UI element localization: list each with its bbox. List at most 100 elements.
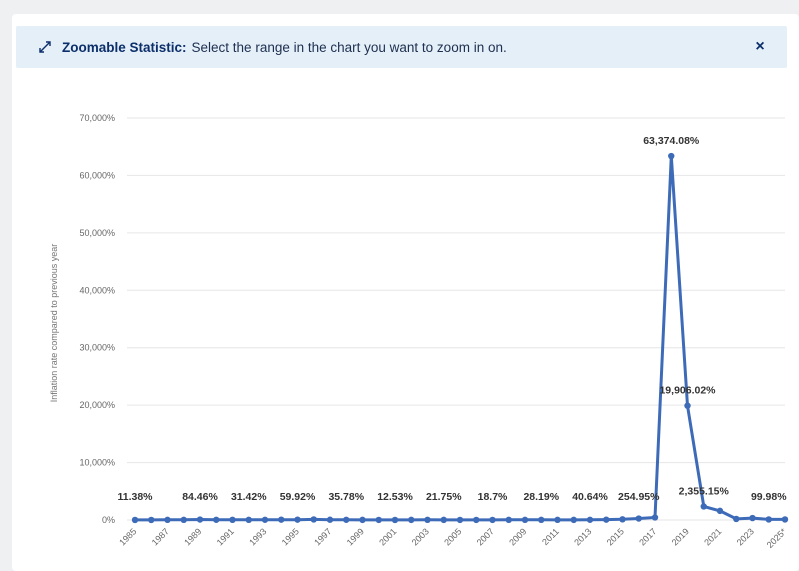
close-banner-button[interactable]: × bbox=[755, 38, 765, 55]
y-tick-label: 10,000% bbox=[79, 458, 115, 468]
data-point bbox=[245, 516, 252, 524]
data-point bbox=[148, 516, 155, 524]
x-tick-label: 2011 bbox=[540, 526, 561, 547]
data-point bbox=[391, 516, 399, 524]
x-tick-label: 2009 bbox=[507, 526, 528, 547]
chart-gridlines bbox=[127, 117, 785, 521]
data-label: 19,906.02% bbox=[659, 385, 716, 397]
data-point bbox=[375, 516, 382, 524]
data-label: 40.64% bbox=[572, 491, 608, 503]
y-tick-label: 70,000% bbox=[79, 113, 115, 123]
x-tick-label: 2005 bbox=[442, 526, 463, 547]
data-point bbox=[521, 516, 529, 524]
data-point bbox=[326, 516, 334, 523]
y-tick-label: 40,000% bbox=[79, 285, 115, 295]
x-tick-label: 2021 bbox=[702, 526, 723, 547]
data-point bbox=[781, 516, 789, 523]
x-tick-label: 1991 bbox=[215, 526, 236, 547]
zoom-banner: Zoomable Statistic: Select the range in … bbox=[16, 26, 787, 68]
zoom-arrows-icon bbox=[38, 40, 52, 54]
series-line bbox=[135, 154, 785, 522]
data-label: 2,355.15% bbox=[679, 485, 730, 497]
data-point bbox=[635, 515, 642, 522]
data-point bbox=[668, 152, 675, 160]
data-point bbox=[619, 516, 626, 523]
data-point bbox=[294, 516, 301, 523]
y-tick-label: 20,000% bbox=[79, 400, 115, 410]
series-line-group bbox=[135, 154, 785, 522]
data-point bbox=[749, 514, 756, 522]
x-tick-label: 1997 bbox=[312, 526, 333, 547]
x-tick-label: 2013 bbox=[572, 526, 593, 547]
x-tick-label: 1985 bbox=[117, 526, 138, 547]
data-label: 31.42% bbox=[231, 491, 267, 503]
x-tick-label: 1995 bbox=[280, 526, 301, 547]
data-point bbox=[261, 516, 269, 523]
data-point bbox=[538, 516, 545, 524]
data-point bbox=[440, 516, 447, 524]
data-label: 254.95% bbox=[618, 491, 660, 503]
data-point bbox=[164, 516, 171, 524]
y-tick-label: 50,000% bbox=[79, 228, 115, 238]
x-axis-ticks: 1985 1987 1989 1991 1993 1995 1997 1999 2001 2003… bbox=[117, 526, 789, 550]
x-tick-label: 1989 bbox=[182, 526, 203, 547]
data-point bbox=[229, 516, 236, 524]
x-tick-label: 2019 bbox=[670, 526, 691, 547]
data-point bbox=[651, 514, 659, 521]
x-tick-label: 1999 bbox=[345, 526, 366, 547]
y-axis-label: Inflation rate compared to previous year bbox=[49, 244, 59, 403]
data-points bbox=[131, 152, 789, 524]
data-point bbox=[424, 516, 431, 524]
y-tick-label: 0% bbox=[102, 515, 115, 525]
data-point bbox=[684, 402, 691, 409]
data-point bbox=[213, 516, 220, 523]
data-label: 12.53% bbox=[377, 491, 413, 503]
data-point bbox=[359, 516, 366, 524]
data-point bbox=[180, 516, 187, 524]
x-tick-label: 2025* bbox=[765, 526, 789, 550]
data-point bbox=[765, 516, 772, 523]
data-point bbox=[586, 516, 594, 523]
data-label: 99.98% bbox=[751, 491, 787, 503]
data-point bbox=[196, 516, 204, 523]
data-label: 63,374.08% bbox=[643, 135, 700, 147]
data-label: 18.7% bbox=[478, 491, 508, 503]
x-tick-label: 2015 bbox=[605, 526, 626, 547]
x-tick-label: 1987 bbox=[150, 526, 171, 547]
data-point bbox=[554, 516, 561, 524]
chart-card bbox=[12, 14, 799, 571]
y-tick-label: 30,000% bbox=[79, 343, 115, 353]
data-point bbox=[716, 507, 724, 515]
data-point bbox=[278, 516, 285, 523]
x-tick-label: 2007 bbox=[475, 526, 496, 547]
data-label: 28.19% bbox=[523, 491, 559, 503]
banner-label: Zoomable Statistic: bbox=[62, 39, 187, 55]
x-tick-label: 2001 bbox=[377, 526, 398, 547]
data-label: 59.92% bbox=[280, 491, 316, 503]
data-point bbox=[505, 516, 512, 524]
data-point bbox=[456, 516, 464, 524]
data-labels: 11.38% 84.46% 31.42% 59.92% 35.78% 12.53% 21.7… bbox=[117, 135, 787, 503]
x-tick-label: 2017 bbox=[637, 526, 658, 547]
x-tick-label: 2023 bbox=[735, 526, 756, 547]
data-label: 21.75% bbox=[426, 491, 462, 503]
x-tick-label: 1993 bbox=[247, 526, 268, 547]
data-point bbox=[570, 516, 577, 524]
data-point bbox=[603, 516, 610, 523]
data-label: 35.78% bbox=[328, 491, 364, 503]
x-tick-label: 2003 bbox=[410, 526, 431, 547]
data-point bbox=[131, 516, 139, 524]
data-point bbox=[700, 503, 707, 510]
data-point bbox=[310, 516, 317, 523]
data-point bbox=[473, 516, 480, 524]
banner-message: Select the range in the chart you want t… bbox=[191, 39, 507, 55]
data-label: 84.46% bbox=[182, 491, 218, 503]
data-point bbox=[489, 516, 496, 524]
data-point bbox=[733, 515, 740, 523]
data-point bbox=[343, 516, 350, 523]
data-point bbox=[408, 516, 415, 524]
data-label: 11.38% bbox=[117, 491, 153, 503]
y-axis-ticks: 0% 10,000% 20,000% 30,000% 40,000% 50,000% 60,… bbox=[79, 113, 115, 525]
y-tick-label: 60,000% bbox=[79, 170, 115, 180]
